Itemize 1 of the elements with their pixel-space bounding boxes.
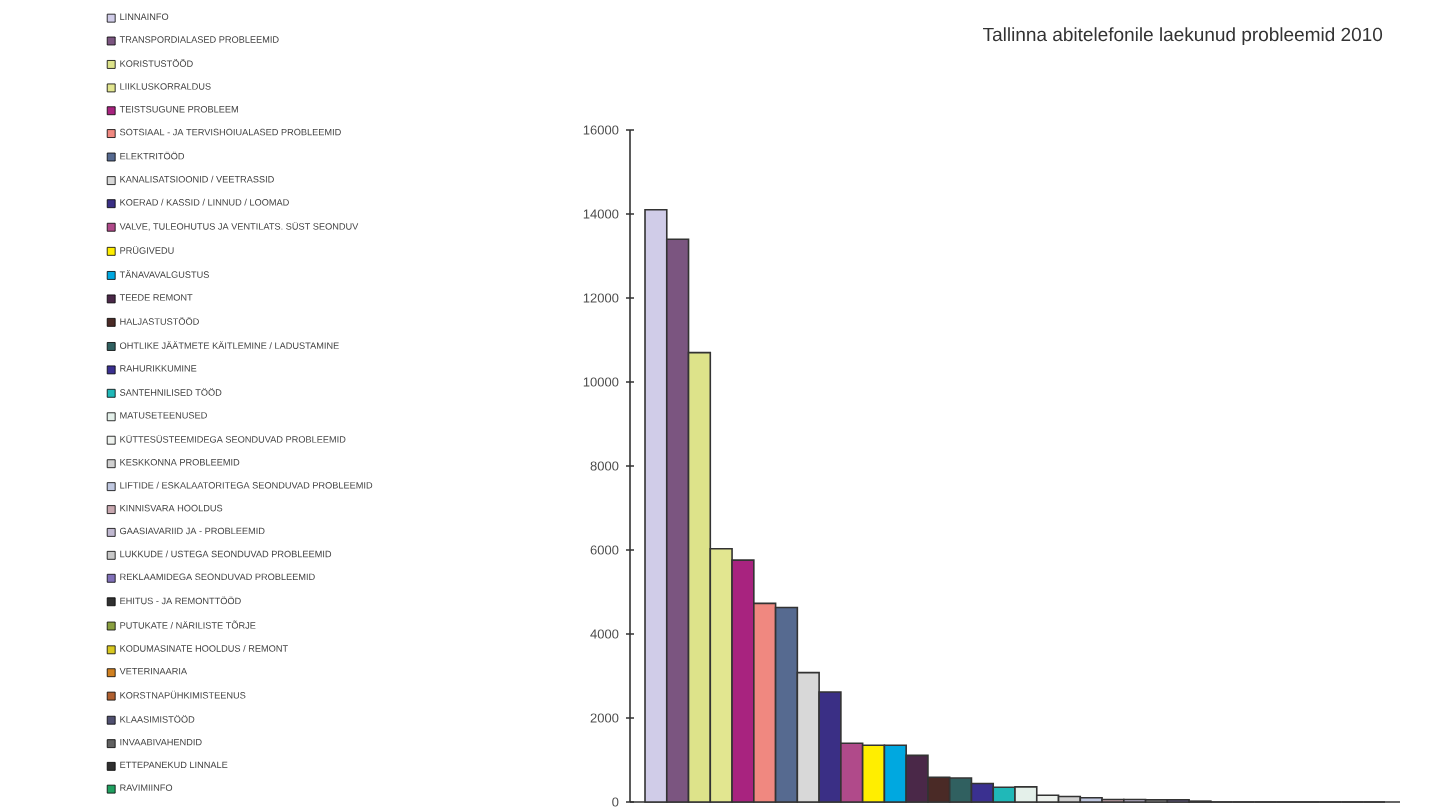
chart-title: Tallinna abitelefonile laekunud probleemid 2010 bbox=[983, 27, 1383, 45]
